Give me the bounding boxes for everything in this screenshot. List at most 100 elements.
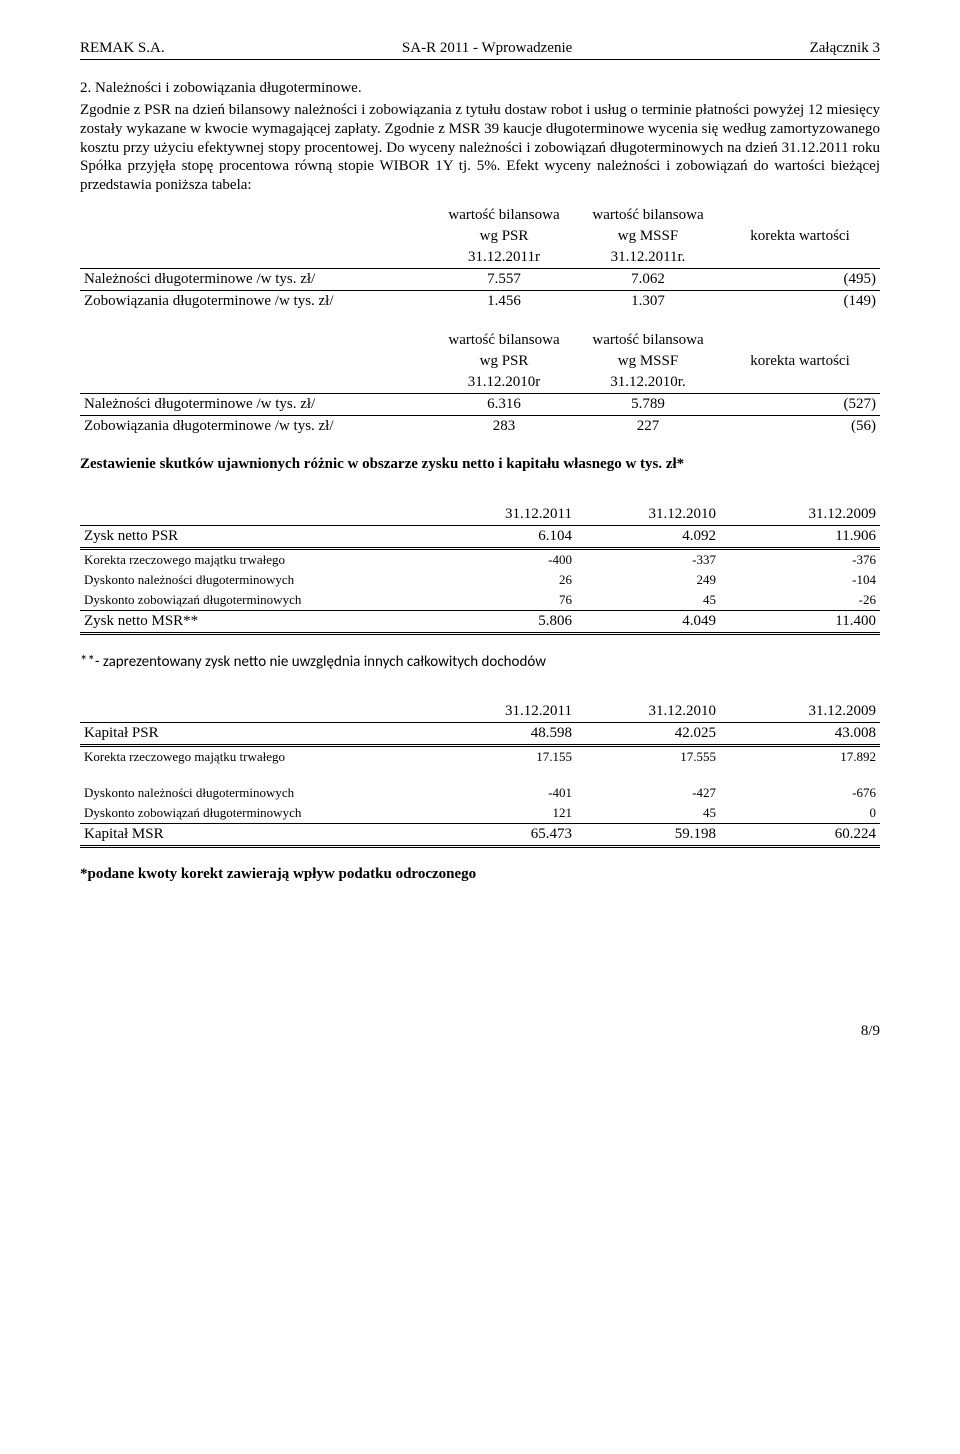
cell: 11.906	[720, 525, 880, 548]
col-date: 31.12.2011	[432, 504, 576, 526]
table-row: Zobowiązania długoterminowe /w tys. zł/ …	[80, 290, 880, 312]
cell: 45	[576, 803, 720, 824]
table-row: Dyskonto należności długoterminowych 26 …	[80, 570, 880, 590]
col-date: 31.12.2009	[720, 701, 880, 723]
col-date: 31.12.2010r.	[576, 372, 720, 394]
cell: 60.224	[720, 823, 880, 846]
col-date: 31.12.2010	[576, 701, 720, 723]
cell: 6.104	[432, 525, 576, 548]
cell: 48.598	[432, 722, 576, 745]
cell: 43.008	[720, 722, 880, 745]
table-row: Zysk netto MSR** 5.806 4.049 11.400	[80, 610, 880, 633]
col-header: wg PSR	[432, 351, 576, 372]
col-header: wartość bilansowa	[432, 330, 576, 351]
cell: -400	[432, 548, 576, 570]
cell: 7.557	[432, 268, 576, 290]
col-header: wg MSSF	[576, 351, 720, 372]
cell: -401	[432, 783, 576, 803]
table-row: Dyskonto zobowiązań długoterminowych 121…	[80, 803, 880, 824]
row-label: Kapitał MSR	[80, 823, 432, 846]
cell: 4.092	[576, 525, 720, 548]
cell: (495)	[720, 268, 880, 290]
cell: 227	[576, 415, 720, 437]
row-label: Zysk netto PSR	[80, 525, 432, 548]
table-header-row: 31.12.2010r 31.12.2010r.	[80, 372, 880, 394]
row-label: Korekta rzeczowego majątku trwałego	[80, 548, 432, 570]
row-label: Należności długoterminowe /w tys. zł/	[80, 393, 432, 415]
cell: 121	[432, 803, 576, 824]
col-date: 31.12.2010r	[432, 372, 576, 394]
row-label: Zysk netto MSR**	[80, 610, 432, 633]
cell: 17.892	[720, 745, 880, 767]
section-paragraph: Zgodnie z PSR na dzień bilansowy należno…	[80, 101, 880, 195]
cell: (149)	[720, 290, 880, 312]
cell: 5.789	[576, 393, 720, 415]
cell: 283	[432, 415, 576, 437]
row-label: Kapitał PSR	[80, 722, 432, 745]
table-row: Zobowiązania długoterminowe /w tys. zł/ …	[80, 415, 880, 437]
col-date: 31.12.2011r.	[576, 247, 720, 269]
table-2011: wartość bilansowa wartość bilansowa wg P…	[80, 205, 880, 312]
table-row: Należności długoterminowe /w tys. zł/ 6.…	[80, 393, 880, 415]
cell: -26	[720, 590, 880, 611]
cell: (56)	[720, 415, 880, 437]
col-header: wartość bilansowa	[576, 330, 720, 351]
cell: -337	[576, 548, 720, 570]
table-header-row: 31.12.2011 31.12.2010 31.12.2009	[80, 504, 880, 526]
cell: (527)	[720, 393, 880, 415]
footnote-msr: **- zaprezentowany zysk netto nie uwzglę…	[80, 653, 880, 671]
row-label: Należności długoterminowe /w tys. zł/	[80, 268, 432, 290]
table-header-row: wartość bilansowa wartość bilansowa	[80, 330, 880, 351]
table-capital: 31.12.2011 31.12.2010 31.12.2009 Kapitał…	[80, 701, 880, 848]
table-row: Kapitał MSR 65.473 59.198 60.224	[80, 823, 880, 846]
table-row: Dyskonto zobowiązań długoterminowych 76 …	[80, 590, 880, 611]
page-number: 8/9	[80, 1023, 880, 1040]
table-header-row: 31.12.2011 31.12.2010 31.12.2009	[80, 701, 880, 723]
table-2010: wartość bilansowa wartość bilansowa wg P…	[80, 330, 880, 437]
cell: 1.456	[432, 290, 576, 312]
cell: 249	[576, 570, 720, 590]
col-header: wg PSR	[432, 226, 576, 247]
cell: 17.555	[576, 745, 720, 767]
cell: -427	[576, 783, 720, 803]
cell: 65.473	[432, 823, 576, 846]
col-date: 31.12.2011	[432, 701, 576, 723]
cell: -376	[720, 548, 880, 570]
cell: 5.806	[432, 610, 576, 633]
table-row: Kapitał PSR 48.598 42.025 43.008	[80, 722, 880, 745]
table-row: Zysk netto PSR 6.104 4.092 11.906	[80, 525, 880, 548]
table-header-row: 31.12.2011r 31.12.2011r.	[80, 247, 880, 269]
table-row	[80, 767, 880, 783]
cell: 4.049	[576, 610, 720, 633]
col-date: 31.12.2009	[720, 504, 880, 526]
table-row: Należności długoterminowe /w tys. zł/ 7.…	[80, 268, 880, 290]
row-label: Korekta rzeczowego majątku trwałego	[80, 745, 432, 767]
table-row: Korekta rzeczowego majątku trwałego -400…	[80, 548, 880, 570]
col-date: 31.12.2011r	[432, 247, 576, 269]
header-company: REMAK S.A.	[80, 40, 165, 57]
col-header: wartość bilansowa	[576, 205, 720, 226]
cell: 7.062	[576, 268, 720, 290]
page-header: REMAK S.A. SA-R 2011 - Wprowadzenie Załą…	[80, 40, 880, 60]
row-label: Zobowiązania długoterminowe /w tys. zł/	[80, 415, 432, 437]
row-label: Dyskonto należności długoterminowych	[80, 783, 432, 803]
col-date: 31.12.2010	[576, 504, 720, 526]
section-title: 2. Należności i zobowiązania długotermin…	[80, 80, 880, 97]
row-label: Dyskonto należności długoterminowych	[80, 570, 432, 590]
header-attachment: Załącznik 3	[810, 40, 880, 57]
table-row: Dyskonto należności długoterminowych -40…	[80, 783, 880, 803]
cell: 26	[432, 570, 576, 590]
table-row: Korekta rzeczowego majątku trwałego 17.1…	[80, 745, 880, 767]
col-header: korekta wartości	[720, 351, 880, 372]
cell: 76	[432, 590, 576, 611]
footnote-tax: *podane kwoty korekt zawierają wpływ pod…	[80, 866, 880, 883]
cell: -676	[720, 783, 880, 803]
page: REMAK S.A. SA-R 2011 - Wprowadzenie Załą…	[0, 0, 960, 1080]
cell: 11.400	[720, 610, 880, 633]
table-header-row: wg PSR wg MSSF korekta wartości	[80, 351, 880, 372]
table-header-row: wartość bilansowa wartość bilansowa	[80, 205, 880, 226]
col-header: korekta wartości	[720, 226, 880, 247]
summary-title: Zestawienie skutków ujawnionych różnic w…	[80, 455, 880, 474]
row-label: Dyskonto zobowiązań długoterminowych	[80, 590, 432, 611]
col-header: wartość bilansowa	[432, 205, 576, 226]
